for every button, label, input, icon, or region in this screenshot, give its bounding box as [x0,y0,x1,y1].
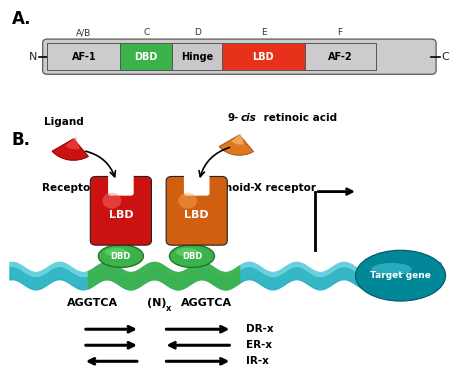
FancyBboxPatch shape [90,176,152,245]
Text: B.: B. [12,131,31,149]
Text: DBD: DBD [111,251,131,261]
Wedge shape [52,139,89,160]
Text: E: E [261,28,266,37]
Ellipse shape [102,193,121,209]
Text: A/B: A/B [76,28,91,37]
Wedge shape [231,133,244,145]
Bar [172,43,222,70]
Ellipse shape [371,263,412,276]
Text: F: F [337,28,342,37]
Text: D: D [194,28,201,37]
Bar [305,43,376,70]
Text: Receptor: Receptor [42,183,95,194]
Bar [120,43,172,70]
Text: DR-x: DR-x [246,324,274,334]
Text: (N): (N) [146,298,166,308]
Text: Hinge: Hinge [181,52,213,62]
Text: LBD: LBD [184,210,209,220]
Ellipse shape [178,193,197,209]
Text: ER-x: ER-x [246,340,273,350]
Ellipse shape [176,248,199,256]
Text: Retinoid-X receptor: Retinoid-X receptor [201,183,316,194]
Text: 9-: 9- [228,113,239,123]
Wedge shape [65,137,80,149]
Text: A.: A. [12,10,31,28]
Text: IR-x: IR-x [246,356,269,366]
Text: DBD: DBD [135,52,158,62]
Text: DBD: DBD [182,251,202,261]
Ellipse shape [105,248,128,256]
Text: retinoic acid: retinoic acid [260,113,337,123]
Ellipse shape [99,245,143,267]
Text: AF-1: AF-1 [72,52,96,62]
Bar [222,43,305,70]
Wedge shape [219,135,254,155]
Text: AGGTCA: AGGTCA [67,298,118,308]
Ellipse shape [169,245,214,267]
FancyBboxPatch shape [166,176,227,245]
Text: AGGTCA: AGGTCA [181,298,232,308]
Text: Target gene: Target gene [370,271,431,280]
Bar [47,43,120,70]
Text: LBD: LBD [253,52,274,62]
FancyBboxPatch shape [108,171,134,196]
Text: cis: cis [241,113,256,123]
Text: LBD: LBD [109,210,133,220]
Text: C: C [143,28,150,37]
Ellipse shape [356,250,446,301]
Text: Ligand: Ligand [44,117,84,127]
Text: AF-2: AF-2 [328,52,353,62]
Text: x: x [165,304,171,314]
FancyBboxPatch shape [43,39,436,74]
Text: N: N [29,52,37,62]
Text: C: C [442,52,449,62]
FancyBboxPatch shape [184,171,210,196]
